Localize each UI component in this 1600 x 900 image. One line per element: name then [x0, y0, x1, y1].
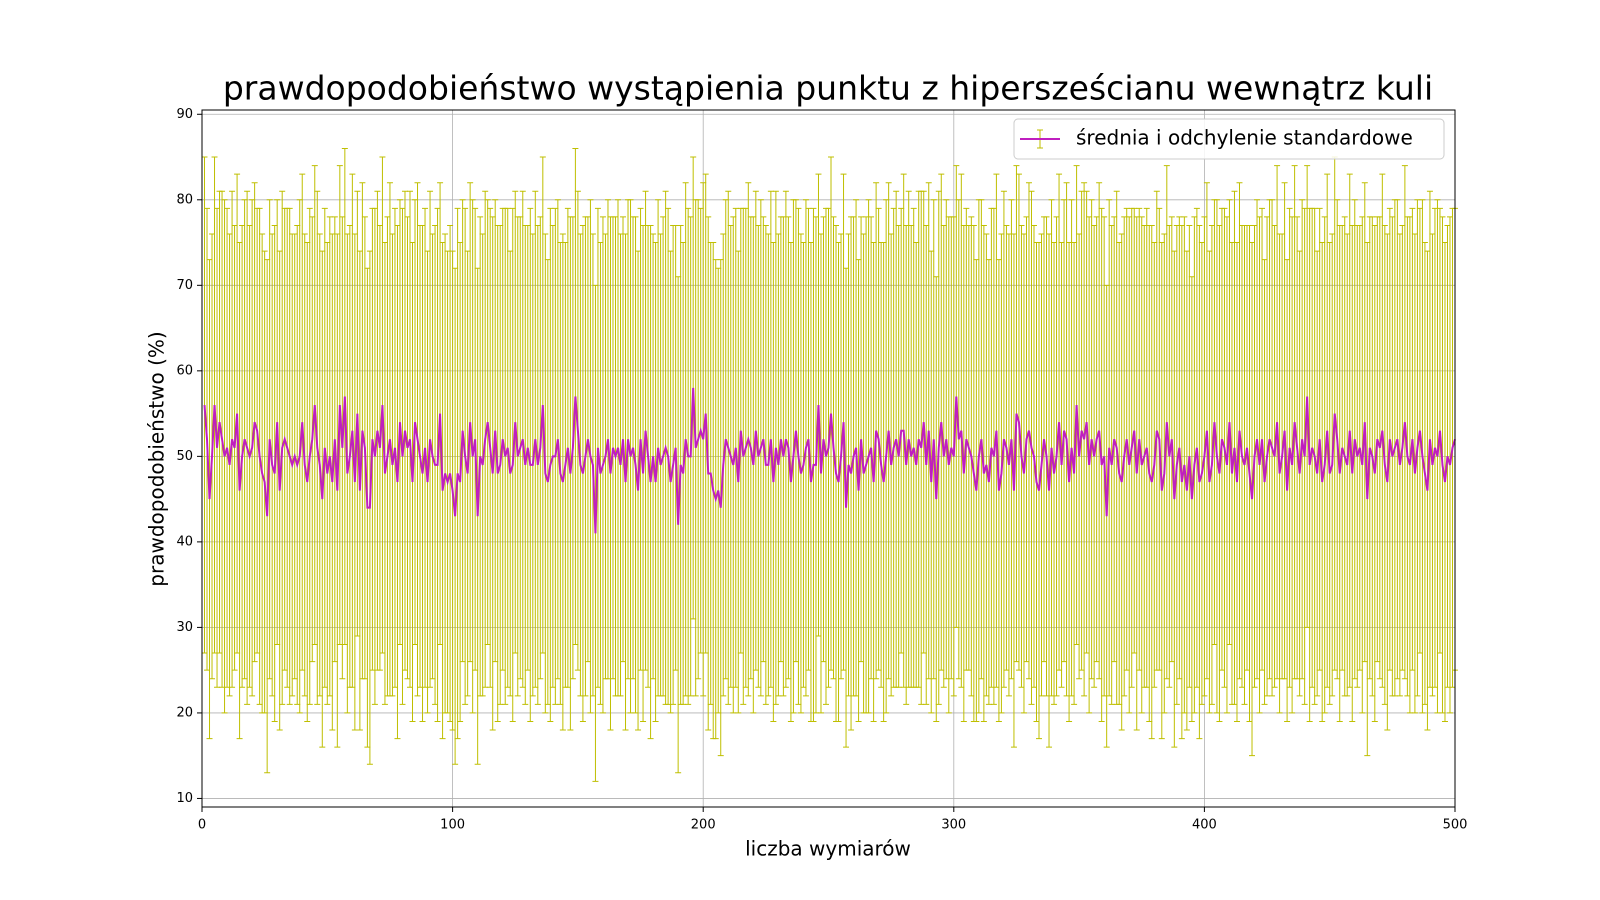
legend-box — [1013, 118, 1445, 160]
lines — [203, 387, 1456, 534]
y-tick-label: 70 — [176, 278, 193, 293]
x-tick-label: 100 — [440, 818, 465, 833]
y-tick-label: 10 — [176, 791, 193, 806]
x-tick-label: 400 — [1192, 818, 1217, 833]
y-tick-label: 80 — [176, 192, 193, 207]
y-tick-label: 50 — [176, 449, 193, 464]
y-tick-label: 40 — [176, 534, 193, 549]
y-tick-label: 20 — [176, 705, 193, 720]
legend-label: średnia i odchylenie standardowe — [1076, 126, 1413, 150]
axes: 10 20 30 40 50 60 70 80 90 0 100 200 300 400 500 — [176, 107, 1467, 833]
y-axis-label: prawdopodobieństwo (%) — [145, 331, 169, 586]
y-tick-label: 60 — [176, 363, 193, 378]
x-tick-label: 500 — [1443, 818, 1468, 833]
legend: średnia i odchylenie standardowe — [1013, 118, 1445, 160]
x-axis-label: liczba wymiarów — [745, 837, 911, 861]
x-tick-label: 200 — [691, 818, 716, 833]
chart-title: prawdopodobieństwo wystąpienia punktu z … — [223, 69, 1433, 108]
plot-frame — [201, 109, 1456, 808]
error-bar — [201, 156, 208, 654]
x-tick-label: 0 — [198, 818, 206, 833]
y-tick-label: 90 — [176, 107, 193, 122]
x-tick-label: 300 — [941, 818, 966, 833]
y-tick-label: 30 — [176, 620, 193, 635]
mean-line — [203, 387, 1456, 534]
